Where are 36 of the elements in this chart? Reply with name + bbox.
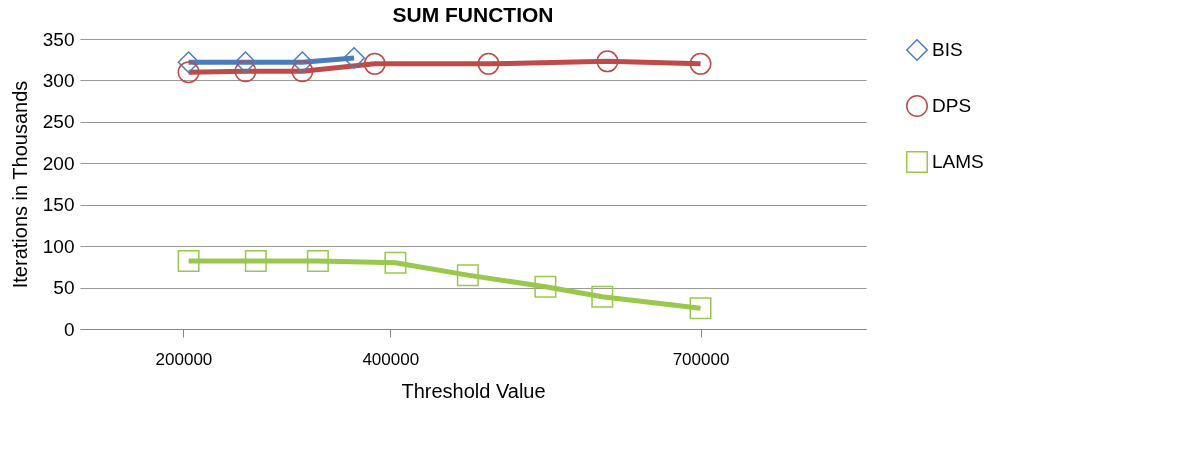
y-tick-label: 150 [42, 194, 75, 216]
point [234, 51, 257, 74]
point [534, 275, 557, 298]
point [343, 47, 366, 70]
y-tick-label: 50 [53, 277, 75, 299]
x-tick-label: 200000 [155, 349, 213, 369]
point [477, 52, 500, 75]
y-tick-label: 100 [42, 235, 75, 257]
chart-title: SUM FUNCTION [392, 3, 554, 26]
point [244, 250, 267, 273]
point [596, 50, 619, 73]
x-axis-title: Threshold Value [401, 379, 546, 402]
point [689, 297, 712, 320]
y-tick-label: 200 [42, 152, 75, 174]
y-tick-label: 0 [63, 318, 75, 340]
point [456, 264, 479, 287]
legend-label: BIS [932, 39, 963, 60]
point [177, 61, 200, 84]
legend-label: DPS [932, 95, 972, 116]
point [291, 60, 314, 83]
point [177, 51, 200, 74]
point [177, 250, 200, 273]
point [306, 250, 329, 273]
point [384, 251, 407, 274]
y-tick-label: 300 [42, 69, 75, 91]
x-tick-label: 700000 [672, 349, 730, 369]
legend-label: LAMS [932, 151, 984, 172]
x-tick-label: 400000 [362, 349, 420, 369]
point [689, 52, 712, 75]
y-tick-label: 250 [42, 111, 75, 133]
point [291, 51, 314, 74]
y-tick-label: 350 [42, 28, 75, 50]
y-axis-title: Iterations in Thousands [8, 80, 31, 289]
point [234, 60, 257, 83]
point [591, 285, 614, 308]
point [363, 52, 386, 75]
